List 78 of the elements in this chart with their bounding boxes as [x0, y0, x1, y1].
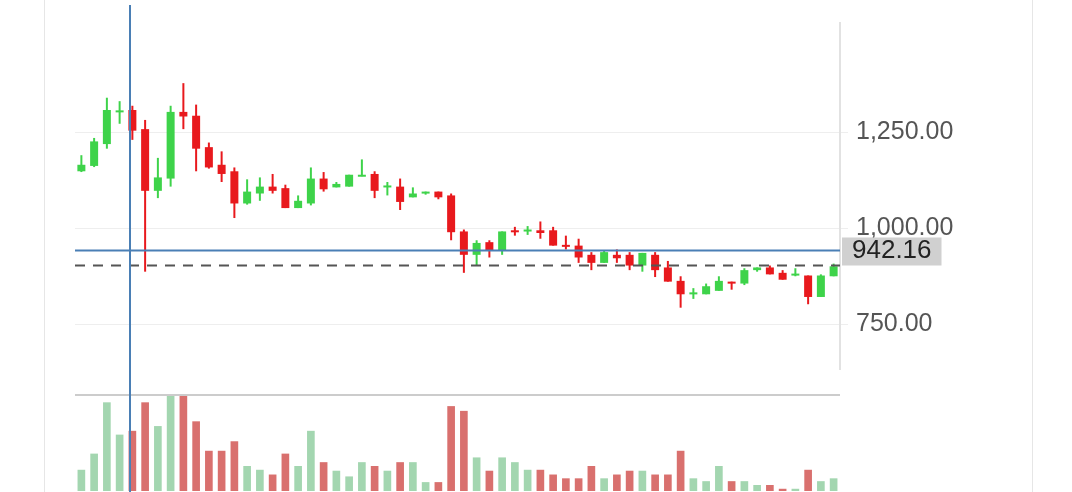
candlestick: [459, 228, 468, 274]
bar: [549, 474, 557, 491]
bar: [434, 482, 443, 491]
bar: [613, 474, 621, 491]
bar: [536, 469, 545, 491]
candlestick: [625, 251, 634, 272]
bar: [358, 462, 366, 491]
bar: [472, 457, 481, 491]
bar: [804, 469, 812, 491]
candlestick: [816, 273, 825, 298]
bar: [396, 462, 404, 491]
bar: [740, 481, 749, 491]
candlestick: [255, 176, 264, 202]
bar: [90, 453, 98, 491]
candlestick: [370, 170, 379, 200]
bar: [600, 478, 608, 491]
bar: [651, 474, 659, 491]
candlestick: [357, 158, 366, 178]
candlestick: [243, 178, 252, 206]
candlestick: [153, 156, 162, 200]
bar: [166, 396, 175, 491]
bar: [727, 481, 736, 491]
bar: [409, 462, 417, 491]
bar: [179, 396, 188, 491]
candlestick: [663, 259, 672, 283]
bar: [766, 484, 774, 491]
bar: [587, 465, 596, 491]
bar: [447, 406, 455, 491]
bar: [230, 441, 239, 491]
candlestick: [217, 150, 226, 184]
bar: [562, 478, 570, 491]
bar: [383, 470, 392, 491]
candlestick: [587, 251, 596, 272]
bar: [243, 465, 251, 491]
candlestick: [204, 141, 213, 170]
bar: [676, 450, 685, 491]
bar: [574, 478, 583, 491]
bar: [192, 421, 200, 491]
bar: [294, 465, 302, 491]
bar: [154, 426, 162, 491]
bar: [485, 470, 494, 491]
bar: [103, 402, 111, 491]
bar: [689, 478, 698, 491]
bar: [345, 476, 353, 491]
bar: [498, 457, 506, 491]
bar: [829, 478, 838, 491]
y-tick-label: 750.00: [856, 308, 933, 337]
candlestick: [396, 177, 405, 211]
bar: [702, 481, 710, 491]
bar: [638, 470, 647, 491]
bar: [753, 484, 761, 491]
bar: [281, 453, 290, 491]
bar: [625, 470, 634, 491]
candlestick: [268, 172, 277, 195]
bar: [319, 462, 328, 491]
candlestick: [549, 225, 558, 247]
bar: [217, 450, 226, 491]
bar: [141, 402, 149, 491]
candlestick: [115, 100, 124, 125]
bar: [511, 462, 519, 491]
candlestick: [676, 275, 685, 309]
bar: [256, 469, 264, 491]
bar: [421, 482, 430, 491]
bar: [205, 450, 213, 491]
bar: [715, 465, 723, 491]
bar: [307, 430, 315, 491]
candlestick: [319, 171, 328, 193]
bar: [370, 465, 379, 491]
y-tick-label: 1,250.00: [856, 116, 954, 145]
candlestick: [498, 230, 507, 256]
bar: [460, 410, 468, 491]
candlestick: [804, 274, 813, 306]
bar: [332, 470, 341, 491]
bar: [115, 434, 124, 491]
bar: [664, 474, 672, 491]
bar: [817, 481, 825, 491]
bar: [523, 469, 532, 491]
bar: [77, 469, 86, 491]
